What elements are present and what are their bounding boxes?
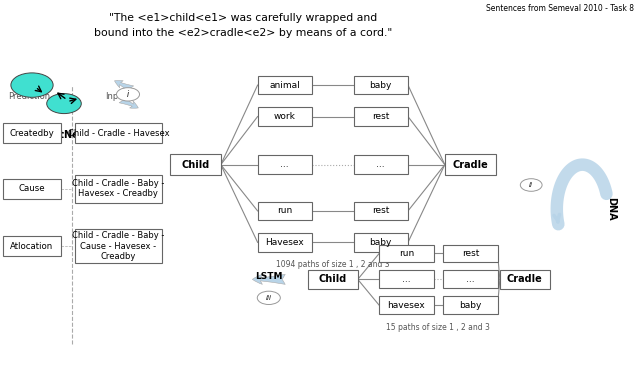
FancyBboxPatch shape [308,270,358,289]
Text: Child: Child [319,274,347,285]
Text: Cradle: Cradle [452,159,488,170]
Text: DNA: DNA [606,197,616,221]
FancyBboxPatch shape [445,155,496,175]
Text: havesex: havesex [388,301,425,310]
FancyBboxPatch shape [500,270,550,289]
Text: Prediction: Prediction [8,92,50,101]
Text: ConceptNet: ConceptNet [19,130,83,139]
FancyBboxPatch shape [380,270,434,288]
Text: ...: ... [466,275,475,284]
Text: Havesex: Havesex [266,238,304,247]
Circle shape [116,88,140,101]
Text: baby: baby [370,238,392,247]
Text: Inputs: Inputs [105,92,132,101]
FancyBboxPatch shape [258,202,312,220]
Text: ii: ii [529,182,533,188]
Circle shape [257,291,280,305]
FancyBboxPatch shape [3,236,61,256]
Text: work: work [274,112,296,121]
Text: i: i [127,90,129,99]
Text: rest: rest [372,206,390,215]
Text: rest: rest [372,112,390,121]
Text: Sentences from Semeval 2010 - Task 8: Sentences from Semeval 2010 - Task 8 [486,4,634,13]
FancyBboxPatch shape [380,245,434,262]
FancyBboxPatch shape [76,229,161,263]
Text: iii: iii [266,295,272,301]
FancyBboxPatch shape [354,155,408,174]
FancyBboxPatch shape [3,179,61,199]
Text: Child - Cradle - Baby -
Cause - Havesex -
Creadby: Child - Cradle - Baby - Cause - Havesex … [72,231,164,261]
Text: ...: ... [280,160,289,169]
FancyBboxPatch shape [380,296,434,314]
FancyBboxPatch shape [258,107,312,126]
FancyBboxPatch shape [170,155,221,175]
Text: 1094 paths of size 1 , 2 and 3: 1094 paths of size 1 , 2 and 3 [276,260,390,269]
FancyBboxPatch shape [354,233,408,252]
FancyBboxPatch shape [443,296,498,314]
FancyBboxPatch shape [443,245,498,262]
Text: Cradle: Cradle [507,274,543,285]
Text: 15 paths of size 1 , 2 and 3: 15 paths of size 1 , 2 and 3 [387,323,490,332]
Text: Cause: Cause [19,184,45,193]
Text: Child: Child [181,159,209,170]
Text: ...: ... [402,275,411,284]
FancyBboxPatch shape [258,155,312,174]
Text: Child - Cradle - Baby -
Havesex - Creadby: Child - Cradle - Baby - Havesex - Creadb… [72,179,164,198]
Text: Child - Cradle - Havesex: Child - Cradle - Havesex [68,129,169,138]
FancyBboxPatch shape [258,233,312,252]
Text: bound into the <e2>cradle<e2> by means of a cord.": bound into the <e2>cradle<e2> by means o… [94,28,392,38]
Text: baby: baby [370,81,392,90]
Text: baby: baby [460,301,481,310]
FancyBboxPatch shape [258,76,312,94]
Text: Createdby: Createdby [10,129,54,138]
FancyBboxPatch shape [354,107,408,126]
Text: "The <e1>child<e1> was carefully wrapped and: "The <e1>child<e1> was carefully wrapped… [109,13,378,23]
FancyBboxPatch shape [354,202,408,220]
FancyBboxPatch shape [76,175,161,203]
Text: run: run [399,249,414,258]
FancyBboxPatch shape [354,76,408,94]
FancyBboxPatch shape [3,123,61,144]
Circle shape [520,179,542,191]
Text: ...: ... [376,160,385,169]
Circle shape [47,94,81,114]
Text: rest: rest [461,249,479,258]
Text: animal: animal [269,81,300,90]
FancyBboxPatch shape [443,270,498,288]
Text: Atlocation: Atlocation [10,242,54,250]
FancyBboxPatch shape [76,123,161,144]
Text: LSTM: LSTM [255,272,282,281]
Text: run: run [277,206,292,215]
Circle shape [11,73,53,97]
